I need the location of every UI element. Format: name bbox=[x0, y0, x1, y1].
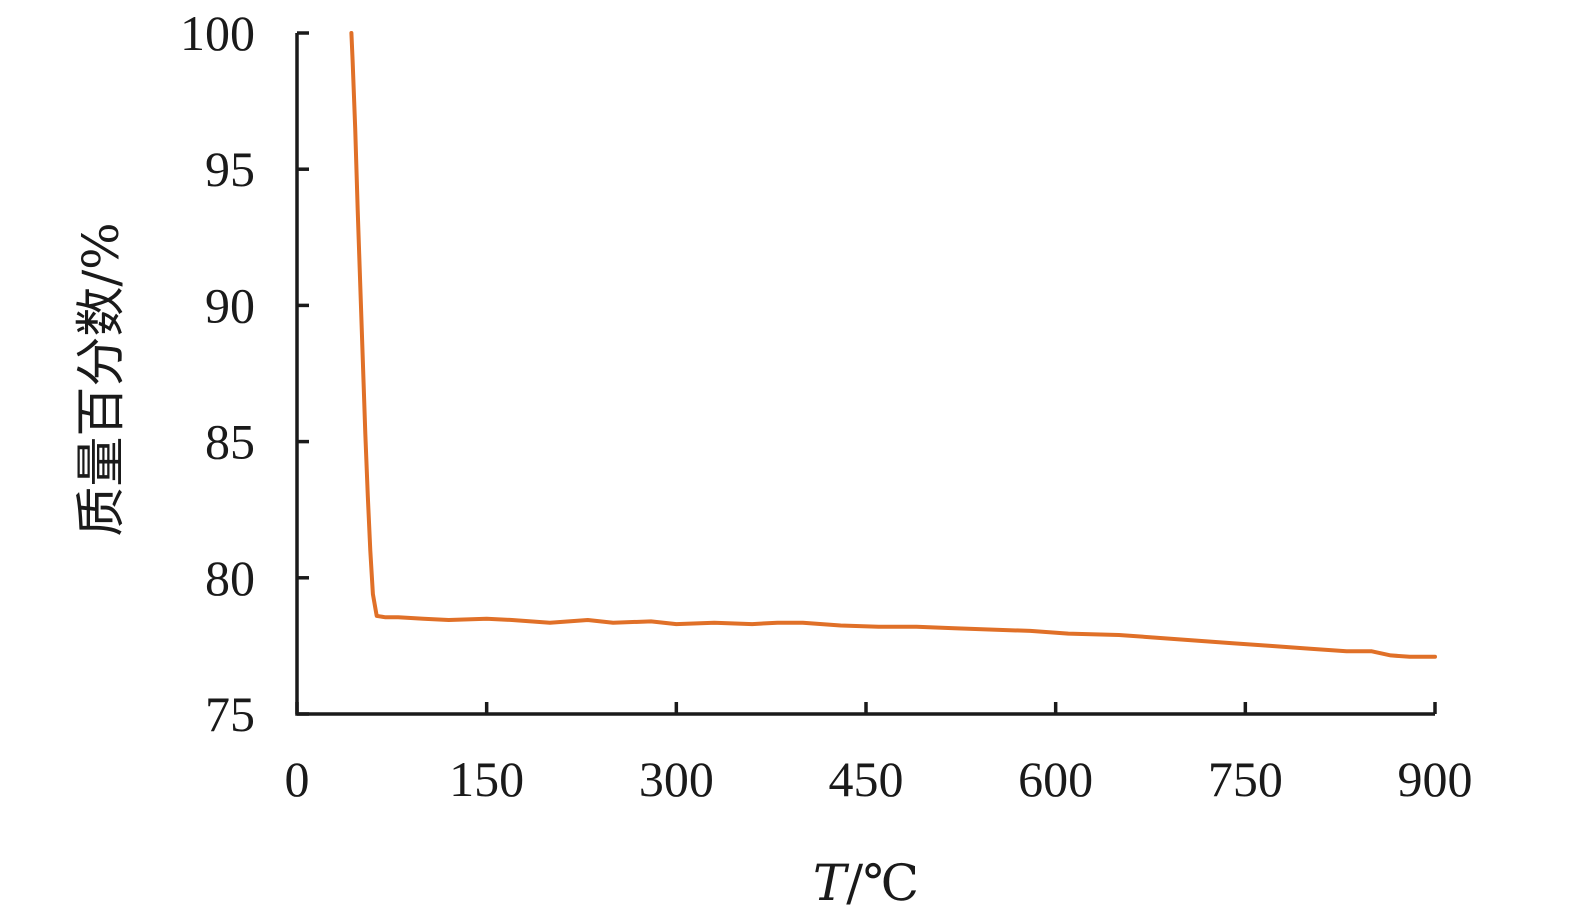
series-line bbox=[349, 31, 1437, 659]
x-tick-label: 750 bbox=[1208, 751, 1283, 807]
y-axis-title: 质量百分数/% bbox=[72, 222, 130, 536]
y-tick-label: 90 bbox=[205, 277, 255, 333]
y-axis-ticks: 75 80 85 90 95 100 bbox=[180, 5, 309, 742]
x-axis-title-variable: T bbox=[813, 854, 850, 912]
x-tick-label: 900 bbox=[1398, 751, 1473, 807]
x-tick-label: 150 bbox=[449, 751, 524, 807]
axes-frame bbox=[295, 33, 1435, 716]
x-tick-label: 600 bbox=[1018, 751, 1093, 807]
y-tick-label: 85 bbox=[205, 414, 255, 470]
x-tick-label: 450 bbox=[829, 751, 904, 807]
y-tick-label: 95 bbox=[205, 141, 255, 197]
series-layer bbox=[349, 31, 1437, 659]
x-axis-title: T/℃ bbox=[813, 854, 919, 912]
y-tick-label: 75 bbox=[205, 686, 255, 742]
x-tick-label: 0 bbox=[285, 751, 310, 807]
x-tick-label: 300 bbox=[639, 751, 714, 807]
x-axis-ticks: 0 150 300 450 600 750 900 bbox=[285, 702, 1473, 807]
x-axis-title-unit: /℃ bbox=[846, 854, 919, 912]
y-tick-label: 80 bbox=[205, 550, 255, 606]
y-tick-label: 100 bbox=[180, 5, 255, 61]
